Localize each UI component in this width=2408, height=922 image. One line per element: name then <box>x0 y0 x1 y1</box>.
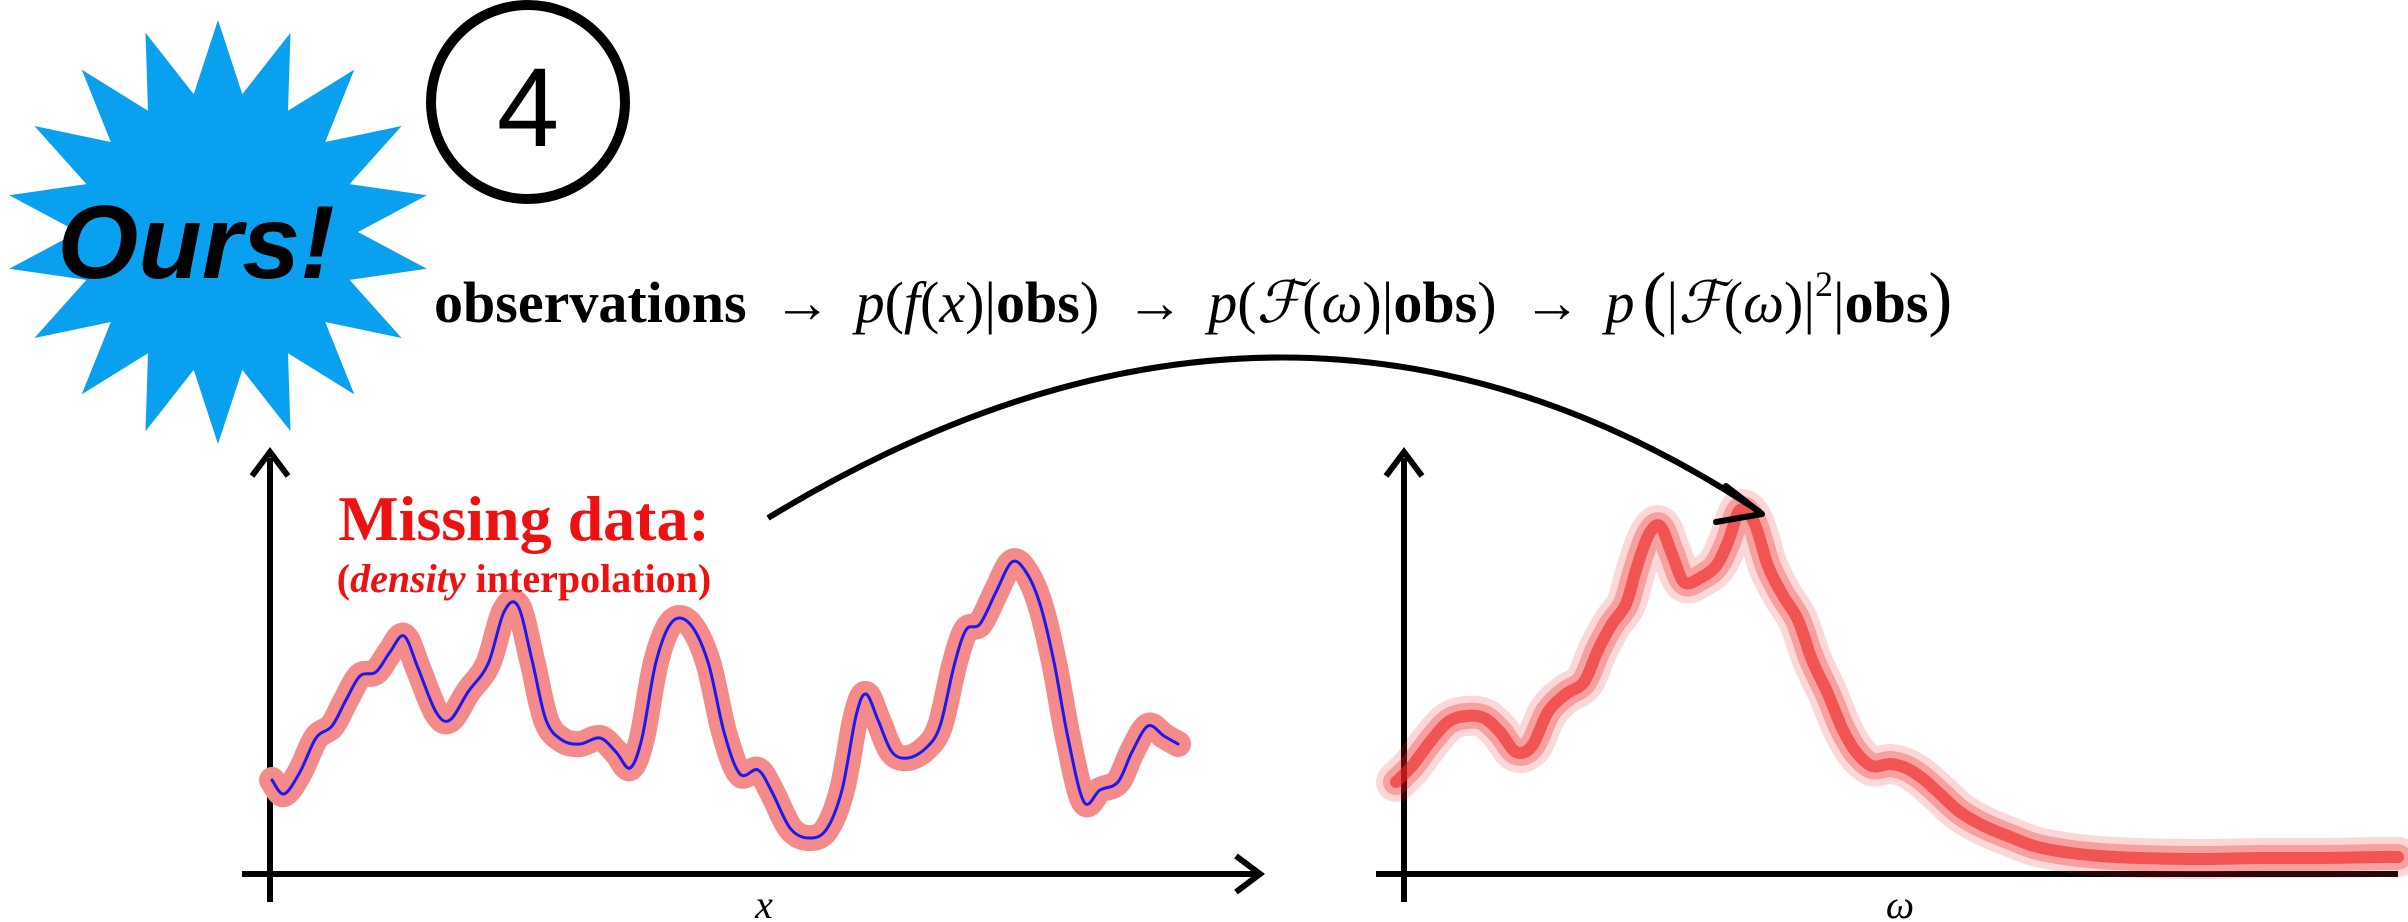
badge-text: Ours! <box>57 185 334 301</box>
pipeline-formula: observations → p(f(x)|obs) → p(ℱ(ω)|obs)… <box>434 258 1952 338</box>
right-plot-axes <box>1376 447 2398 902</box>
step-number: 4 <box>497 45 559 170</box>
missing-data-subtitle: (density interpolation) <box>337 556 711 601</box>
observations-label: observations <box>434 270 747 335</box>
left-posterior-mean-line <box>270 559 1180 840</box>
curved-arrow-head-icon <box>1713 483 1765 525</box>
curved-arrow <box>766 354 1762 521</box>
right-density-band-inner <box>1390 503 2404 865</box>
right-density-band-outer <box>1376 489 2408 879</box>
missing-data-title: Missing data: <box>338 483 710 554</box>
left-posterior-band <box>259 548 1191 852</box>
step-circle-icon <box>426 0 630 204</box>
starburst-badge-icon <box>9 20 427 444</box>
right-density-band-middle <box>1383 496 2408 872</box>
left-plot-axes <box>242 447 1265 902</box>
right-plot-xlabel: ω <box>1886 882 1914 922</box>
left-plot-xlabel: x <box>754 882 773 922</box>
